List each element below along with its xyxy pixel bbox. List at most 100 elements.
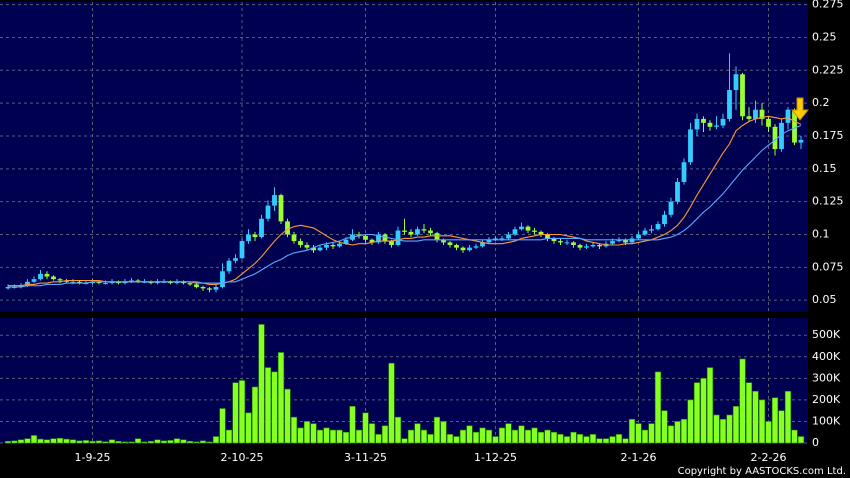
candle-body	[181, 281, 186, 284]
candle-body	[25, 281, 30, 286]
candle-body	[220, 271, 225, 288]
volume-tick-label: 500K	[812, 328, 841, 341]
x-tick-label: 2-1-26	[621, 451, 657, 464]
volume-bar	[531, 427, 538, 444]
candle-body	[122, 281, 128, 284]
candle-body	[642, 230, 648, 235]
volume-bar	[706, 367, 714, 444]
volume-bar	[329, 429, 337, 444]
x-tick-label: 1-9-25	[75, 451, 111, 464]
candle-body	[311, 247, 316, 251]
volume-bar	[628, 418, 636, 444]
volume-tick-label: 300K	[812, 371, 841, 384]
candle-body	[200, 287, 206, 289]
candle-body	[577, 245, 583, 248]
candle-body	[382, 234, 388, 242]
candle-body	[616, 239, 622, 242]
volume-bar	[479, 427, 486, 444]
candle-body	[64, 280, 69, 282]
volume-bar	[511, 429, 519, 444]
candle-body	[597, 245, 602, 247]
candle-body	[77, 281, 82, 284]
volume-bar	[635, 423, 642, 444]
candle-body	[389, 241, 394, 246]
candle-body	[623, 239, 628, 243]
volume-bar	[381, 425, 389, 444]
volume-bar	[778, 410, 785, 444]
candle-body	[57, 279, 63, 281]
y-tick-label: 0.05	[812, 293, 837, 306]
candle-body	[655, 223, 661, 230]
volume-bar	[524, 429, 532, 444]
candle-body	[402, 230, 407, 232]
volume-bar	[115, 440, 122, 444]
candle-body	[155, 281, 160, 284]
volume-bar	[401, 438, 408, 444]
volume-tick-label: 400K	[812, 350, 841, 363]
candle-body	[278, 195, 284, 222]
volume-bar	[589, 434, 597, 444]
volume-bar	[752, 390, 759, 444]
candle-body	[408, 231, 414, 235]
candle-body	[18, 285, 24, 288]
candle-body	[551, 238, 557, 242]
candle-body	[31, 279, 37, 282]
y-tick-label: 0.225	[812, 63, 844, 76]
candle-body	[707, 122, 713, 127]
candle-body	[525, 226, 531, 231]
candle-body	[304, 245, 310, 248]
volume-bar	[784, 390, 792, 444]
candle-body	[460, 247, 466, 251]
candle-body	[5, 287, 11, 289]
volume-bar	[797, 436, 805, 444]
candle-body	[395, 230, 401, 246]
candle-body	[226, 260, 232, 272]
candle-body	[265, 205, 271, 219]
volume-bar	[765, 421, 772, 444]
volume-bar	[121, 441, 129, 444]
volume-bar	[82, 440, 90, 444]
candle-body	[733, 74, 739, 91]
candle-body	[168, 281, 173, 284]
candle-body	[90, 281, 95, 284]
volume-bar	[394, 416, 402, 444]
volume-bar	[427, 434, 434, 444]
volume-bar	[355, 429, 363, 444]
volume-bar	[453, 436, 460, 444]
volume-bar	[277, 352, 285, 444]
volume-bar	[30, 435, 38, 444]
volume-bar	[232, 382, 239, 444]
candle-body	[51, 276, 56, 280]
volume-bar	[69, 439, 77, 444]
volume-bar	[362, 412, 369, 444]
volume-bar	[667, 425, 675, 444]
candle-body	[720, 118, 726, 126]
volume-bar	[193, 441, 200, 444]
volume-bar	[680, 418, 688, 444]
candle-body	[38, 273, 43, 280]
volume-bar	[251, 386, 259, 444]
x-tick-label: 2-10-25	[221, 451, 264, 464]
volume-bar	[433, 416, 441, 444]
volume-bar	[284, 388, 291, 444]
candle-body	[499, 238, 505, 240]
candle-body	[259, 218, 264, 238]
volume-bar	[518, 425, 525, 444]
volume-bar	[596, 438, 603, 444]
volume-bar	[466, 425, 473, 444]
volume-bar	[544, 429, 551, 444]
volume-bar	[271, 371, 278, 444]
candle-body	[233, 258, 238, 261]
copyright: Copyright by AASTOCKS.com Ltd.	[678, 466, 846, 477]
volume-bar	[550, 431, 558, 444]
volume-bar	[206, 441, 213, 444]
candle-body	[681, 162, 687, 182]
candle-body	[324, 245, 329, 248]
volume-bar	[108, 439, 116, 444]
volume-bar	[336, 429, 343, 444]
candle-body	[239, 241, 245, 259]
volume-tick-label: 100K	[812, 414, 841, 427]
x-tick-label: 3-11-25	[344, 451, 387, 464]
candle-body	[486, 239, 492, 243]
